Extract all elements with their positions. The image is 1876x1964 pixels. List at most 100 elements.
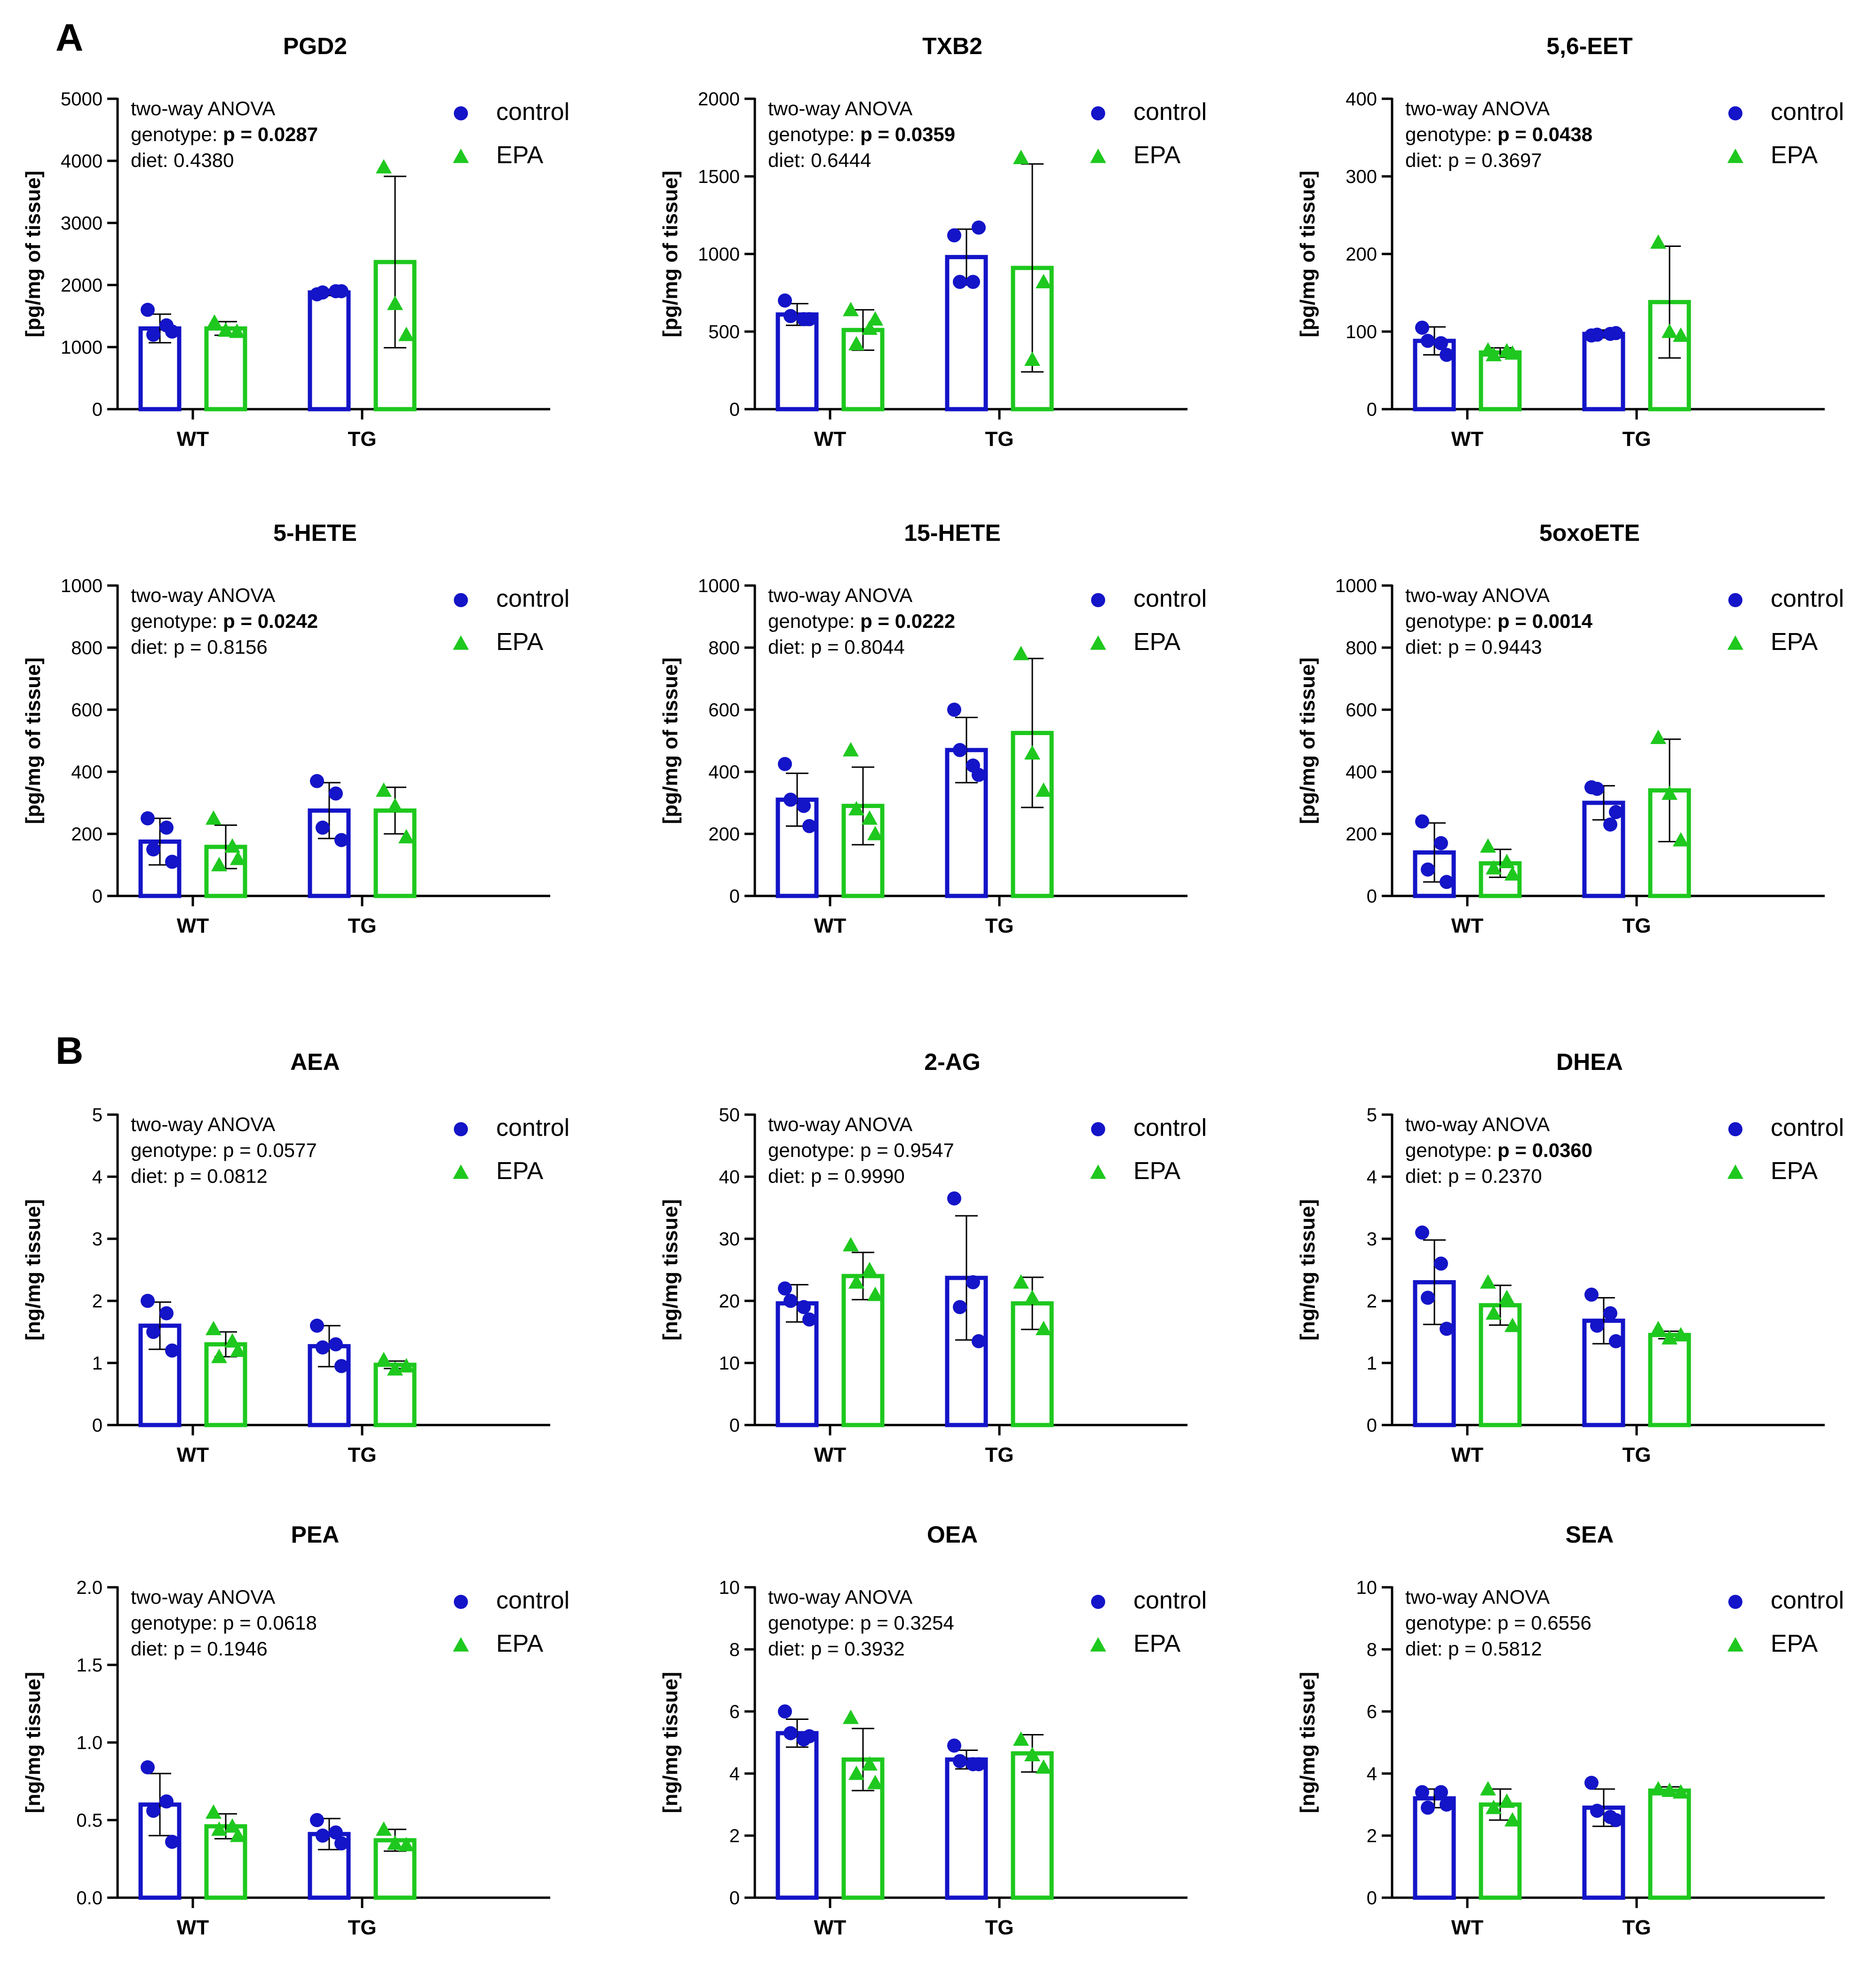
data-point-control	[778, 293, 792, 308]
data-point-control	[797, 1732, 811, 1747]
data-point-epa	[398, 1837, 414, 1852]
data-point-epa	[376, 1821, 392, 1836]
legend-marker-control	[1091, 1122, 1105, 1136]
data-point-control	[966, 1275, 980, 1290]
y-tick-label: 3	[1367, 1229, 1377, 1250]
data-point-control	[146, 327, 160, 342]
bar-control-wt	[776, 1731, 819, 1900]
data-point-epa	[376, 159, 392, 174]
anova-genotype: genotype: p = 0.0222	[768, 610, 955, 632]
data-point-epa	[387, 798, 403, 813]
legend-marker-epa	[1727, 149, 1743, 163]
data-point-control	[1609, 805, 1623, 819]
data-point-control	[953, 743, 967, 757]
chart-11: OEA [ng/mg tissue] 0 2 4 6 8 10 WT TG two-way ANOV…	[659, 1521, 1207, 1939]
legend-marker-epa	[1090, 1637, 1106, 1652]
data-point-epa	[1480, 1781, 1496, 1796]
data-point-control	[784, 309, 798, 323]
data-point-epa	[224, 838, 240, 853]
data-point-control	[1603, 1810, 1617, 1824]
data-point-epa	[867, 826, 883, 840]
data-point-control	[966, 758, 980, 773]
anova-diet: diet: 0.6444	[768, 149, 871, 171]
y-tick-label: 1	[1367, 1353, 1377, 1374]
anova-genotype: genotype: p = 0.9547	[768, 1139, 954, 1161]
legend-marker-control	[454, 106, 468, 120]
x-tick-label-tg: TG	[1622, 1443, 1651, 1466]
data-point-epa	[1480, 838, 1496, 853]
y-tick-label: 400	[1346, 762, 1377, 783]
data-point-control	[953, 275, 967, 289]
anova-title: two-way ANOVA	[131, 584, 275, 606]
data-point-control	[797, 312, 811, 326]
y-tick-label: 400	[708, 762, 740, 783]
data-point-epa	[1650, 1781, 1666, 1796]
anova-diet-label: diet: p =	[768, 1165, 844, 1187]
anova-genotype-p: p = 0.0360	[1497, 1139, 1592, 1161]
data-point-epa	[1504, 1317, 1520, 1332]
anova-title: two-way ANOVA	[131, 1586, 275, 1608]
data-point-epa	[211, 1821, 227, 1836]
data-point-control	[1421, 1800, 1435, 1815]
anova-genotype-p: p = 0.0222	[860, 610, 955, 632]
anova-title: two-way ANOVA	[131, 1113, 275, 1135]
legend-label-control: control	[1133, 585, 1207, 612]
anova-genotype-label: genotype:	[768, 1612, 860, 1634]
y-tick-label: 0.0	[76, 1888, 103, 1909]
y-tick-label: 4	[729, 1764, 740, 1784]
anova-diet-label: diet: p =	[768, 1638, 844, 1660]
y-axis-label: [pg/mg of tissue]	[22, 657, 45, 824]
data-point-control	[1434, 1256, 1448, 1271]
anova-diet: diet: p = 0.9990	[768, 1165, 905, 1187]
legend-label-control: control	[496, 1587, 570, 1614]
y-tick-label: 1000	[698, 244, 740, 265]
anova-genotype: genotype: p = 0.0242	[131, 610, 318, 632]
y-tick-label: 2	[1367, 1826, 1377, 1846]
data-point-control	[784, 1726, 798, 1741]
data-point-epa	[1504, 1812, 1520, 1827]
data-point-epa	[1673, 832, 1689, 847]
data-point-control	[1421, 862, 1435, 877]
data-point-epa	[862, 1756, 878, 1771]
chart-title: PEA	[291, 1521, 340, 1548]
legend-label-epa: EPA	[496, 1157, 544, 1185]
y-tick-label: 0	[1367, 1888, 1377, 1909]
data-point-epa	[848, 336, 864, 350]
chart-title: 5-HETE	[273, 520, 357, 546]
y-tick-label: 2000	[61, 275, 103, 296]
data-point-control	[141, 302, 155, 317]
anova-genotype: genotype: p = 0.0577	[131, 1139, 317, 1161]
bar-control-wt	[776, 312, 819, 412]
x-tick-label-tg: TG	[985, 1916, 1013, 1939]
chart-3: 5,6-EET [pg/mg of tissue] 0 100 200 300 400 WT T…	[1296, 33, 1844, 451]
data-point-control	[784, 792, 798, 807]
data-point-epa	[387, 1361, 403, 1376]
anova-genotype: genotype: p = 0.6556	[1405, 1612, 1591, 1634]
legend-marker-epa	[1727, 1164, 1743, 1179]
anova-title: two-way ANOVA	[768, 1586, 912, 1608]
y-tick-label: 0	[1367, 1415, 1377, 1436]
anova-genotype: genotype: p = 0.0438	[1405, 123, 1592, 145]
y-tick-label: 6	[729, 1702, 740, 1722]
chart-title: DHEA	[1556, 1049, 1623, 1075]
y-tick-label: 2	[1367, 1291, 1377, 1312]
y-axis-label: [ng/mg tissue]	[1296, 1199, 1319, 1341]
anova-diet-p: 0.3697	[1481, 149, 1542, 171]
legend-label-epa: EPA	[1133, 1630, 1181, 1657]
data-point-control	[1415, 1785, 1429, 1799]
legend-marker-epa	[1090, 149, 1106, 163]
data-point-control	[1421, 1291, 1435, 1305]
x-tick-label-tg: TG	[348, 428, 376, 451]
data-point-epa	[1673, 327, 1689, 342]
anova-diet: diet: p = 0.8156	[131, 636, 268, 658]
y-tick-label: 6	[1367, 1702, 1377, 1722]
anova-title: two-way ANOVA	[768, 1113, 912, 1135]
data-point-control	[1415, 1225, 1429, 1240]
anova-diet: diet: p = 0.9443	[1405, 636, 1542, 658]
data-point-epa	[862, 320, 878, 335]
y-tick-label: 200	[708, 824, 740, 845]
anova-diet-label: diet: p =	[1405, 1165, 1481, 1187]
anova-diet: diet: p = 0.0812	[131, 1165, 268, 1187]
data-point-epa	[387, 1835, 403, 1850]
y-tick-label: 4	[1367, 1167, 1377, 1188]
